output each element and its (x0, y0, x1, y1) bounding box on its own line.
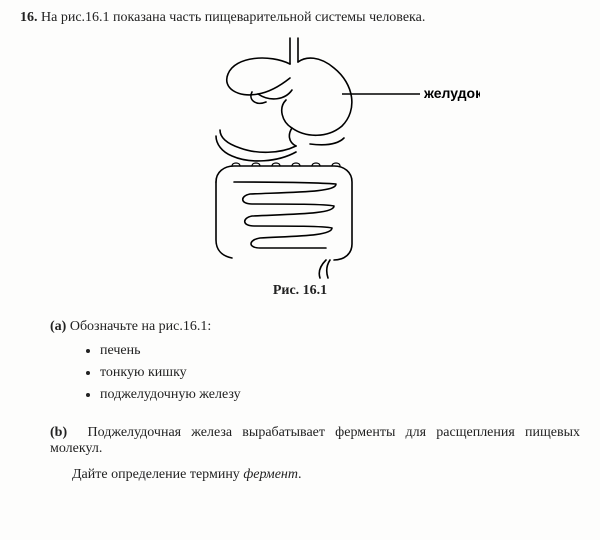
part-a: (a) Обозначьте на рис.16.1: печень тонку… (50, 319, 580, 403)
figure-caption: Рис. 16.1 (20, 283, 580, 299)
question-text: На рис.16.1 показана часть пищеварительн… (41, 10, 425, 25)
followup-pre: Дайте определение термину (72, 467, 243, 482)
digestive-system-diagram: желудок (120, 34, 480, 279)
part-a-list: печень тонкую кишку поджелудочную железу (80, 343, 580, 403)
followup-post: . (298, 467, 302, 482)
question-stem: 16. На рис.16.1 показана часть пищеварит… (20, 10, 580, 26)
part-b-label: (b) (50, 425, 67, 440)
part-a-label: (a) (50, 319, 66, 334)
part-b-text: Поджелудочная железа вырабатывает фермен… (50, 425, 580, 456)
part-b-followup: Дайте определение термину фермент. (72, 467, 580, 483)
followup-term: фермент (243, 467, 298, 482)
part-a-text: Обозначьте на рис.16.1: (70, 319, 211, 334)
question-number: 16. (20, 10, 38, 25)
stomach-label: желудок (423, 85, 480, 101)
list-item: поджелудочную железу (100, 387, 580, 403)
figure-container: желудок Рис. 16.1 (20, 34, 580, 299)
list-item: тонкую кишку (100, 365, 580, 381)
part-b: (b) Поджелудочная железа вырабатывает фе… (50, 425, 580, 457)
list-item: печень (100, 343, 580, 359)
